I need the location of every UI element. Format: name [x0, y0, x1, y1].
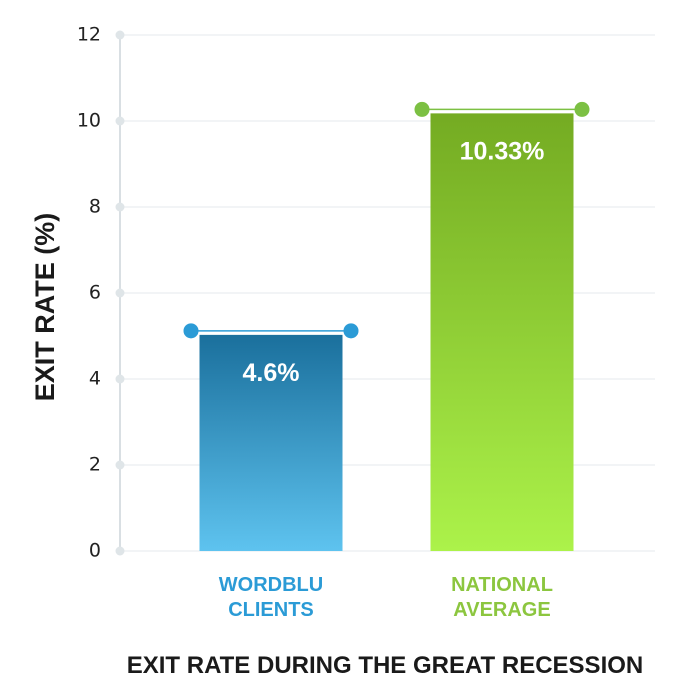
- bar-0-marker-dot-left: [183, 323, 199, 339]
- y-tick-labels: 0 2 4 6 8 10 12: [77, 24, 125, 562]
- y-tick-label-8: 8: [89, 196, 101, 218]
- y-tick-label-10: 10: [77, 110, 101, 132]
- bar-0-category-line-1: CLIENTS: [228, 599, 314, 621]
- bar-1-marker-dot-right: [574, 101, 590, 117]
- tick-dot-8: [115, 202, 125, 212]
- bar-0-marker-dot-right: [343, 323, 359, 339]
- y-tick-label-4: 4: [89, 368, 101, 390]
- tick-dot-0: [115, 546, 125, 556]
- bar-1-category-line-1: AVERAGE: [453, 599, 550, 621]
- y-tick-label-0: 0: [89, 540, 101, 562]
- tick-dot-10: [115, 116, 125, 126]
- y-tick-label-2: 2: [89, 454, 101, 476]
- bar-0-value-label: 4.6%: [243, 359, 300, 387]
- y-tick-label-12: 12: [77, 24, 101, 46]
- y-axis-title: EXIT RATE (%): [30, 213, 60, 402]
- tick-dot-12: [115, 30, 125, 40]
- tick-dot-6: [115, 288, 125, 298]
- bars: 4.6% 10.33%: [183, 101, 590, 552]
- bar-1: [430, 112, 574, 552]
- bar-1-marker-dot-left: [414, 101, 430, 117]
- bar-0: [199, 333, 343, 551]
- category-labels: WORDBLU CLIENTS NATIONAL AVERAGE: [219, 574, 553, 621]
- bar-1-value-label: 10.33%: [460, 137, 545, 165]
- tick-dot-4: [115, 374, 125, 384]
- tick-dot-2: [115, 460, 125, 470]
- y-tick-label-6: 6: [89, 282, 101, 304]
- bar-1-category-line-0: NATIONAL: [451, 574, 553, 596]
- x-axis-title: EXIT RATE DURING THE GREAT RECESSION: [127, 652, 643, 679]
- bar-0-category-line-0: WORDBLU: [219, 574, 323, 596]
